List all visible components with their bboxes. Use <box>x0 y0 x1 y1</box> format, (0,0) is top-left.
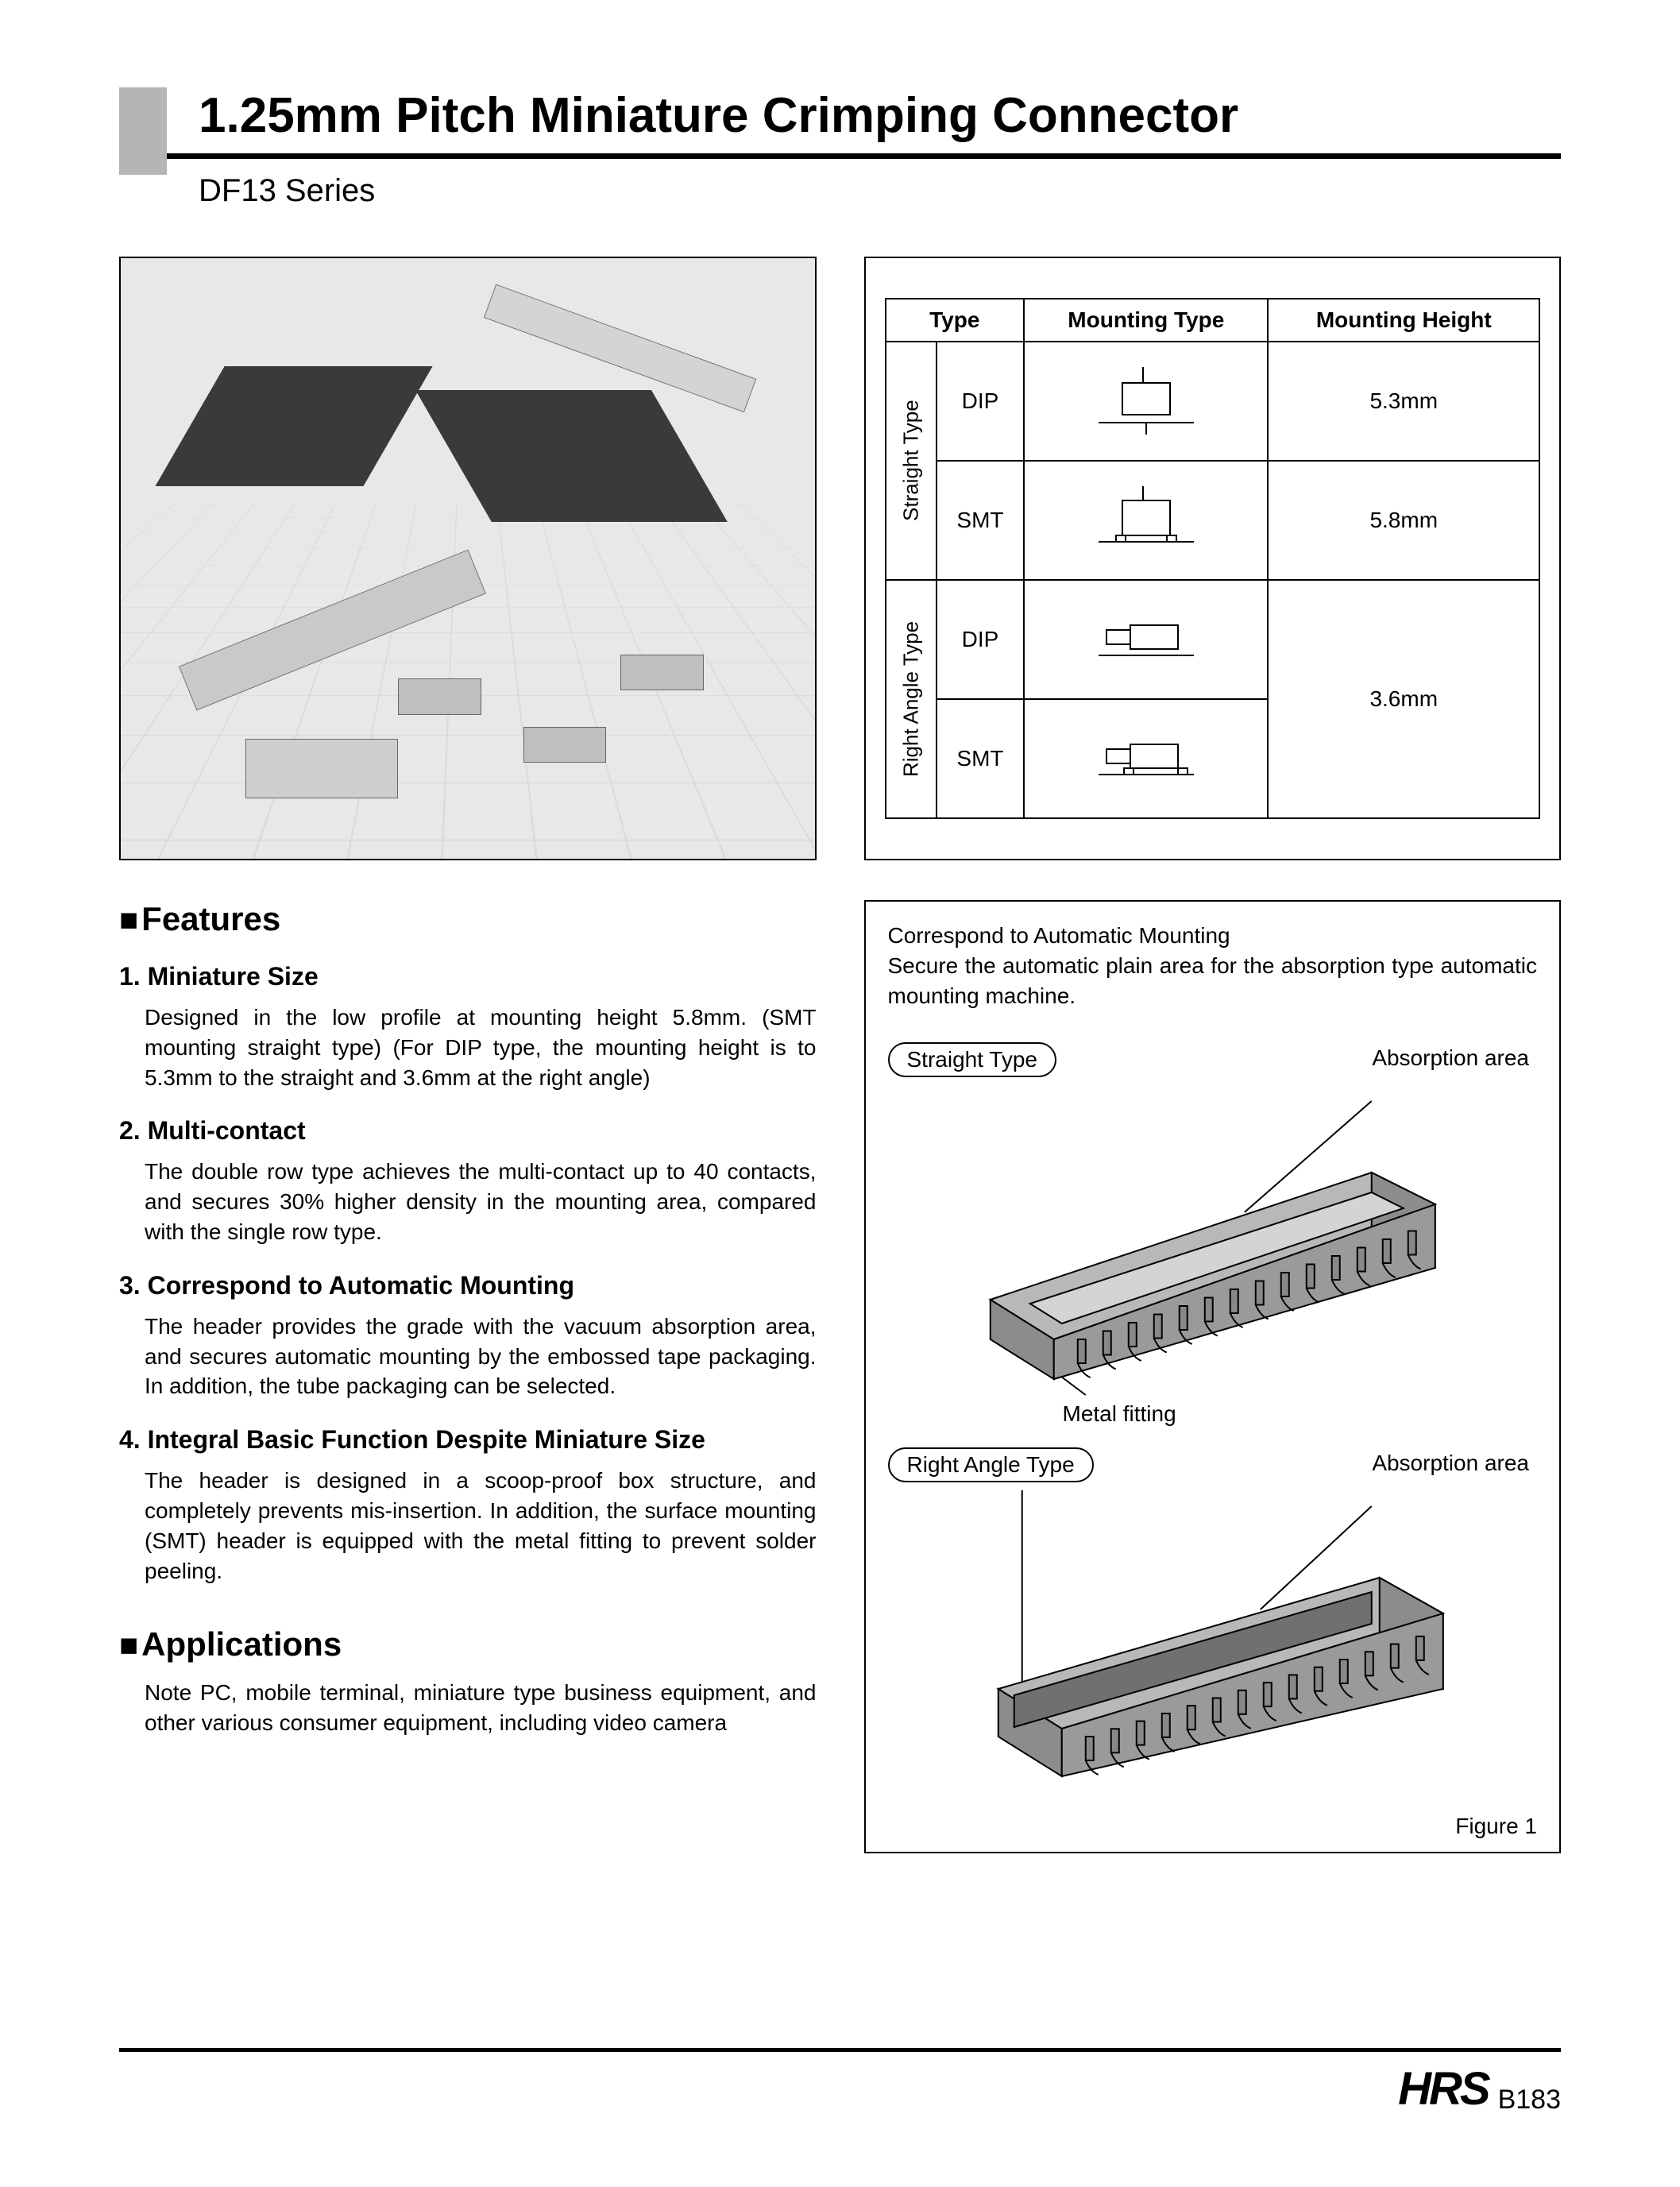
col-header-mounting-type: Mounting Type <box>1024 299 1268 342</box>
col-header-mounting-height: Mounting Height <box>1268 299 1539 342</box>
drawing-cell <box>1024 461 1268 580</box>
page-header: 1.25mm Pitch Miniature Crimping Connecto… <box>119 87 1561 209</box>
drawing-cell <box>1024 699 1268 818</box>
feature-item: 2. Multi-contact The double row type ach… <box>119 1116 817 1246</box>
footer-rule <box>119 2048 1561 2052</box>
hrs-logo: HRS <box>1398 2062 1488 2116</box>
page-number: B183 <box>1498 2085 1561 2116</box>
feature-body: The double row type achieves the multi-c… <box>119 1157 817 1246</box>
straight-dip-icon <box>1083 359 1210 439</box>
right-smt-icon <box>1083 721 1210 792</box>
page-footer: HRS B183 <box>1398 2062 1561 2116</box>
applications-heading: ■Applications <box>119 1625 817 1663</box>
group-right-angle: Right Angle Type <box>886 580 937 818</box>
page-title: 1.25mm Pitch Miniature Crimping Connecto… <box>119 87 1561 153</box>
straight-smt-icon <box>1083 478 1210 558</box>
right-dip-icon <box>1083 601 1210 673</box>
feature-body: Designed in the low profile at mounting … <box>119 1003 817 1092</box>
applications-body: Note PC, mobile terminal, miniature type… <box>119 1678 817 1738</box>
feature-title: 4. Integral Basic Function Despite Minia… <box>119 1425 817 1455</box>
left-column: ■Features 1. Miniature Size Designed in … <box>119 257 817 1853</box>
right-angle-connector-drawing <box>888 1482 1538 1832</box>
features-heading-text: Features <box>141 900 280 937</box>
feature-item: 3. Correspond to Automatic Mounting The … <box>119 1271 817 1401</box>
square-bullet-icon: ■ <box>119 1628 138 1663</box>
mounting-diagram: Correspond to Automatic Mounting Secure … <box>864 900 1562 1853</box>
spec-table-container: Type Mounting Type Mounting Height Strai… <box>864 257 1562 860</box>
height-cell: 5.3mm <box>1268 342 1539 461</box>
type-cell: SMT <box>937 461 1024 580</box>
type-cell: DIP <box>937 580 1024 699</box>
table-row: SMT 5.8mm <box>886 461 1540 580</box>
feature-body: The header provides the grade with the v… <box>119 1312 817 1401</box>
straight-type-pill: Straight Type <box>888 1042 1056 1077</box>
straight-connector-drawing <box>888 1077 1538 1427</box>
height-cell: 3.6mm <box>1268 580 1539 818</box>
feature-title: 2. Multi-contact <box>119 1116 817 1146</box>
spec-table: Type Mounting Type Mounting Height Strai… <box>885 298 1541 819</box>
height-cell: 5.8mm <box>1268 461 1539 580</box>
feature-item: 4. Integral Basic Function Despite Minia… <box>119 1425 817 1586</box>
feature-body: The header is designed in a scoop-proof … <box>119 1466 817 1586</box>
absorption-label: Absorption area <box>1372 1451 1529 1476</box>
right-angle-type-pill: Right Angle Type <box>888 1447 1094 1482</box>
drawing-cell <box>1024 342 1268 461</box>
group-straight: Straight Type <box>886 342 937 580</box>
absorption-label: Absorption area <box>1372 1045 1529 1071</box>
table-row: Type Mounting Type Mounting Height <box>886 299 1540 342</box>
table-row: Straight Type DIP 5.3mm <box>886 342 1540 461</box>
product-photo <box>119 257 817 860</box>
feature-item: 1. Miniature Size Designed in the low pr… <box>119 962 817 1092</box>
header-tab <box>119 87 167 175</box>
type-cell: SMT <box>937 699 1024 818</box>
type-cell: DIP <box>937 342 1024 461</box>
series-label: DF13 Series <box>119 159 1561 209</box>
feature-title: 3. Correspond to Automatic Mounting <box>119 1271 817 1300</box>
drawing-cell <box>1024 580 1268 699</box>
title-rule <box>167 153 1561 159</box>
features-heading: ■Features <box>119 900 817 938</box>
applications-heading-text: Applications <box>141 1625 342 1663</box>
square-bullet-icon: ■ <box>119 902 138 937</box>
metal-fitting-label: Metal fitting <box>1063 1401 1176 1427</box>
diagram-intro-2: Secure the automatic plain area for the … <box>888 951 1538 1011</box>
figure-label: Figure 1 <box>1455 1814 1537 1839</box>
right-column: Type Mounting Type Mounting Height Strai… <box>864 257 1562 1853</box>
diagram-intro-1: Correspond to Automatic Mounting <box>888 921 1538 951</box>
table-row: Right Angle Type DIP 3.6mm <box>886 580 1540 699</box>
col-header-type: Type <box>886 299 1025 342</box>
feature-title: 1. Miniature Size <box>119 962 817 991</box>
